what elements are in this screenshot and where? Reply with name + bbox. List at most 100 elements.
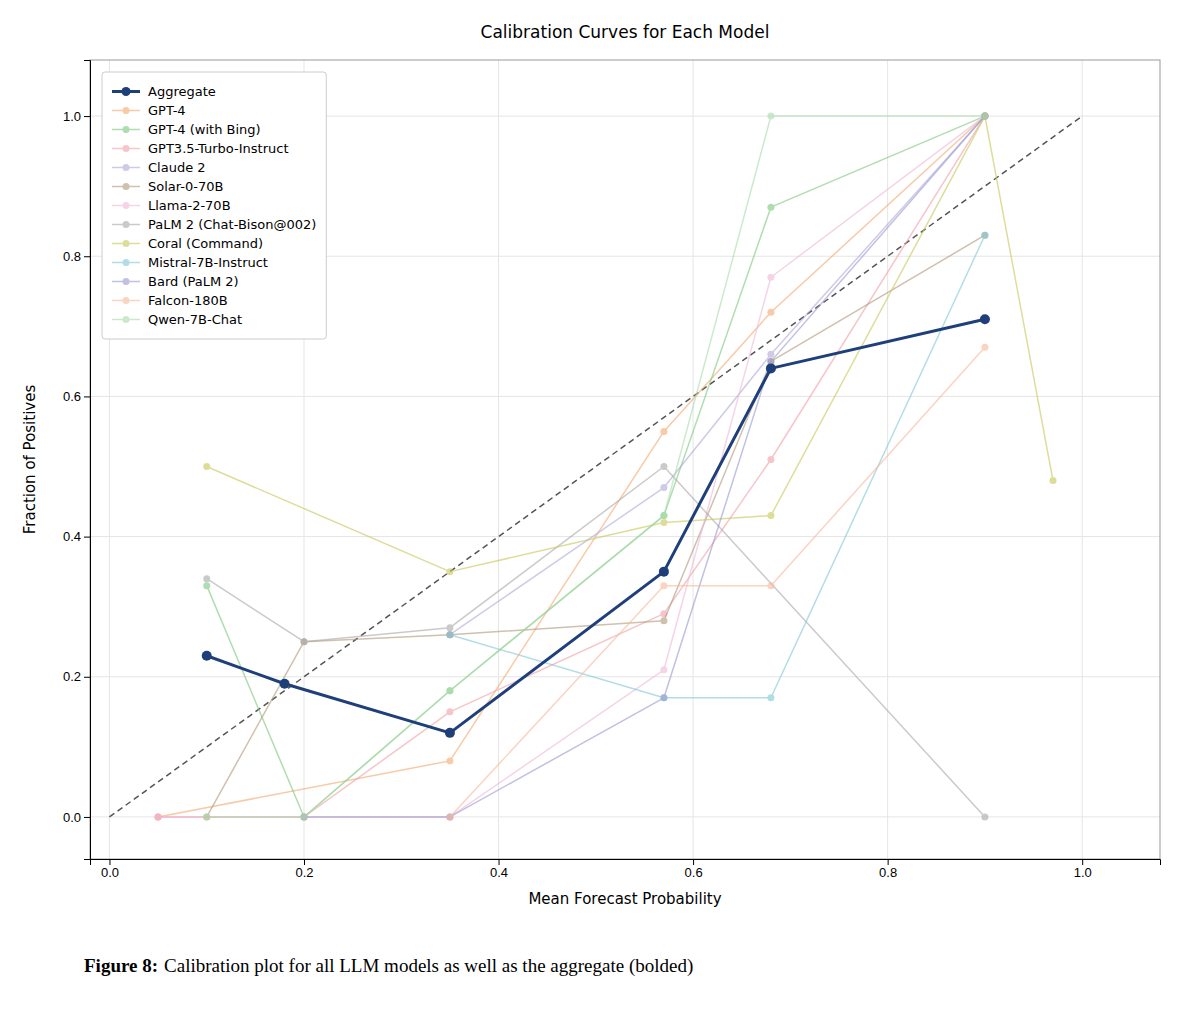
series-line <box>304 116 985 817</box>
point <box>767 694 774 701</box>
tick-label: 0.4 <box>490 865 508 880</box>
point <box>981 232 988 239</box>
tick-mark <box>84 256 90 257</box>
point <box>446 757 453 764</box>
point <box>767 204 774 211</box>
point <box>660 617 667 624</box>
legend-swatch-marker <box>123 278 130 285</box>
point <box>660 428 667 435</box>
point <box>660 694 667 701</box>
legend-swatch-marker <box>123 126 130 133</box>
point <box>980 314 990 324</box>
legend-label: Bard (PaLM 2) <box>148 274 239 289</box>
legend-box <box>102 72 326 339</box>
series <box>203 113 1056 576</box>
point <box>660 484 667 491</box>
legend-swatch <box>112 297 140 304</box>
series-line <box>450 347 985 817</box>
legend-swatch-marker <box>123 221 130 228</box>
tick-label: 0.6 <box>63 389 81 404</box>
tick-label: 0.8 <box>879 865 897 880</box>
point <box>155 813 162 820</box>
series <box>446 232 988 702</box>
point <box>660 512 667 519</box>
tick: 1.0 <box>63 109 90 124</box>
legend-label: Coral (Command) <box>148 236 263 251</box>
point <box>446 813 453 820</box>
point <box>981 113 988 120</box>
series <box>446 113 988 639</box>
tick-label: 1.0 <box>1074 865 1092 880</box>
grid-line <box>90 536 1160 537</box>
tick-label: 0.2 <box>295 865 313 880</box>
series <box>446 344 988 821</box>
legend-item: Falcon-180B <box>112 293 228 308</box>
point <box>301 813 308 820</box>
point <box>301 813 308 820</box>
legend-item: Coral (Command) <box>112 236 263 251</box>
y-axis: 0.00.20.40.60.81.0 <box>63 61 91 860</box>
legend-swatch-marker <box>123 316 130 323</box>
tick: 0.6 <box>685 859 703 880</box>
legend-swatch-marker <box>123 164 130 171</box>
legend-label: Solar-0-70B <box>148 179 223 194</box>
point <box>202 651 212 661</box>
point <box>981 113 988 120</box>
legend-swatch <box>112 259 140 266</box>
tick-mark <box>1082 859 1083 865</box>
grid-line <box>90 396 1160 397</box>
series-line <box>450 116 985 635</box>
point <box>446 631 453 638</box>
point <box>446 624 453 631</box>
legend-item: Bard (PaLM 2) <box>112 274 239 289</box>
legend-item: GPT3.5-Turbo-Instruct <box>112 141 289 156</box>
point <box>203 575 210 582</box>
legend: AggregateGPT-4GPT-4 (with Bing)GPT3.5-Tu… <box>102 72 326 339</box>
point <box>660 519 667 526</box>
tick-mark <box>84 116 90 117</box>
legend-label: Falcon-180B <box>148 293 228 308</box>
tick: 0.2 <box>295 859 313 880</box>
tick: 0.0 <box>101 859 119 880</box>
point <box>280 679 290 689</box>
legend-swatch <box>112 316 140 323</box>
point <box>446 813 453 820</box>
axis-line <box>91 860 1161 866</box>
point <box>767 309 774 316</box>
tick-label: 0.4 <box>63 529 81 544</box>
tick: 0.4 <box>63 529 90 544</box>
grid-line <box>90 676 1160 677</box>
series <box>202 314 990 738</box>
legend-swatch <box>112 221 140 228</box>
point <box>660 582 667 589</box>
point <box>767 512 774 519</box>
point <box>203 813 210 820</box>
point <box>767 274 774 281</box>
point <box>981 113 988 120</box>
point <box>981 232 988 239</box>
point <box>767 456 774 463</box>
x-axis: 0.0 0.2 0.4 0.6 0.8 1.0 <box>91 859 1161 880</box>
grid-line <box>887 60 888 859</box>
caption-label: Figure 8: <box>84 955 158 976</box>
point <box>446 631 453 638</box>
legend-swatch <box>112 145 140 152</box>
point <box>660 666 667 673</box>
legend-item: GPT-4 <box>112 103 186 118</box>
x-axis-title: Mean Forecast Probability <box>528 890 721 908</box>
point <box>155 813 162 820</box>
point <box>446 631 453 638</box>
grid-line <box>693 60 694 859</box>
tick-label: 0.6 <box>685 865 703 880</box>
legend-label: Qwen-7B-Chat <box>148 312 242 327</box>
legend-item: Aggregate <box>112 84 216 99</box>
point <box>155 813 162 820</box>
legend-swatch <box>112 87 140 96</box>
tick-label: 0.0 <box>101 865 119 880</box>
legend-label: GPT-4 <box>148 103 186 118</box>
point <box>203 813 210 820</box>
point <box>981 113 988 120</box>
point <box>446 568 453 575</box>
point <box>446 687 453 694</box>
caption: Figure 8:Calibration plot for all LLM mo… <box>84 955 693 977</box>
